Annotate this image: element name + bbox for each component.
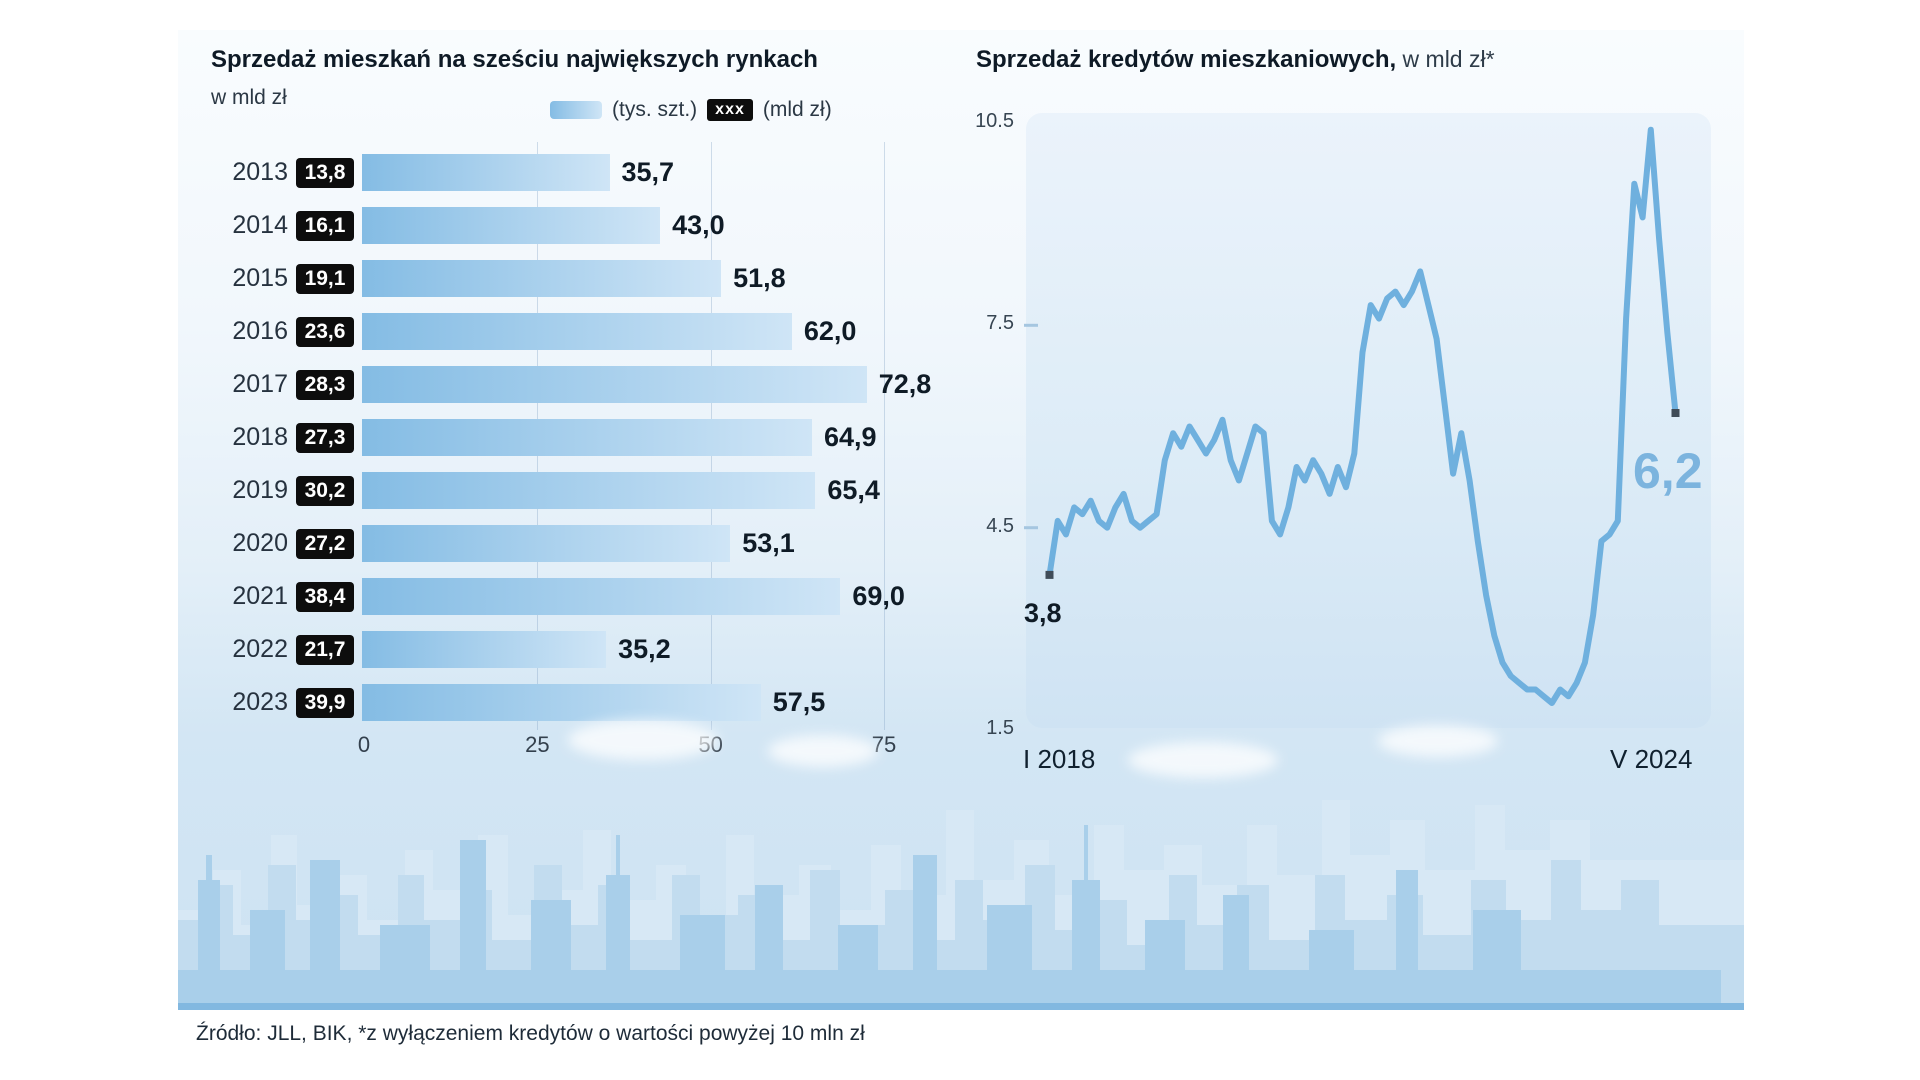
bar-value-tys: 35,7 <box>621 157 675 187</box>
bar-row: 2022 21,7 35,2 <box>216 631 931 668</box>
mortgage-line-chart <box>1024 126 1680 706</box>
line-chart-panel <box>1026 113 1711 728</box>
x-axis-start-label: I 2018 <box>1023 744 1096 774</box>
right-chart-title-unit: w mld zł* <box>1396 46 1495 72</box>
cloud <box>1378 725 1498 757</box>
right-chart-title-bold: Sprzedaż kredytów mieszkaniowych, <box>976 46 1397 73</box>
year-label: 2018 <box>232 423 288 451</box>
legend: (tys. szt.) xxx (mld zł) <box>550 98 832 122</box>
value-badge-mld: 27,3 <box>296 422 354 453</box>
bar-value-tys: 51,8 <box>733 263 786 293</box>
skyline-baseline <box>178 1003 1744 1010</box>
bar <box>362 684 761 721</box>
value-badge-mld: 28,3 <box>296 369 354 400</box>
bar-row: 2021 38,4 69,0 <box>216 578 931 615</box>
bar-row: 2015 19,1 51,8 <box>216 260 931 297</box>
city-skyline <box>178 800 1744 1010</box>
bar-row: 2016 23,6 62,0 <box>216 313 931 350</box>
y-tick-label: 7.5 <box>986 312 1014 335</box>
bar-row: 2023 39,9 57,5 <box>216 684 931 721</box>
x-tick-label: 25 <box>525 732 550 757</box>
line-end-marker <box>1671 409 1680 417</box>
value-badge-mld: 38,4 <box>296 581 354 612</box>
bar <box>362 366 867 403</box>
bar-row: 2019 30,2 65,4 <box>216 472 931 509</box>
value-badge-mld: 16,1 <box>296 210 354 241</box>
year-label: 2015 <box>232 264 288 292</box>
year-label: 2013 <box>232 158 288 186</box>
value-badge-mld: 30,2 <box>296 475 354 506</box>
end-value-label: 6,2 <box>1633 443 1703 499</box>
year-label: 2016 <box>232 317 288 345</box>
bar-value-tys: 69,0 <box>852 581 905 611</box>
bar-row: 2020 27,2 53,1 <box>216 525 931 562</box>
line-start-marker <box>1045 570 1054 579</box>
x-tick-label: 0 <box>357 732 371 757</box>
value-badge-mld: 39,9 <box>296 687 354 718</box>
start-value-label: 3,8 <box>1024 598 1062 628</box>
value-badge-mld: 21,7 <box>296 634 354 665</box>
value-badge-mld: 23,6 <box>296 316 354 347</box>
infographic: Sprzedaż mieszkań na sześciu największyc… <box>178 30 1744 1010</box>
bar <box>362 154 610 191</box>
bar-row: 2014 16,1 43,0 <box>216 207 931 244</box>
bar-value-tys: 57,5 <box>772 687 826 717</box>
cloud <box>1128 742 1278 778</box>
value-badge-mld: 19,1 <box>296 263 354 294</box>
bar-row: 2013 13,8 35,7 <box>216 154 931 191</box>
year-label: 2020 <box>232 529 288 557</box>
bar <box>362 207 661 244</box>
year-label: 2021 <box>232 582 288 610</box>
year-label: 2023 <box>232 688 288 716</box>
y-tick-label: 4.5 <box>986 514 1014 537</box>
legend-bar-unit: (tys. szt.) <box>612 98 698 121</box>
y-tick-label: 10.5 <box>975 110 1014 132</box>
bar-row: 2017 28,3 72,8 <box>216 366 931 403</box>
year-label: 2017 <box>232 370 288 398</box>
left-chart-title: Sprzedaż mieszkań na sześciu największyc… <box>211 46 818 73</box>
legend-badge-unit: (mld zł) <box>762 98 832 121</box>
year-label: 2014 <box>232 211 288 239</box>
value-badge-mld: 27,2 <box>296 528 354 559</box>
bar-rows: 2013 13,8 35,7 2014 16,1 43,0 2015 19,1 51,8 2016… <box>216 154 931 721</box>
gridline <box>884 142 885 730</box>
x-axis-end-label: V 2024 <box>1610 744 1693 774</box>
year-label: 2019 <box>232 476 288 504</box>
legend-bar-swatch <box>550 101 602 119</box>
left-chart-subtitle: w mld zł <box>211 86 287 109</box>
bar <box>362 419 812 456</box>
bar <box>362 525 731 562</box>
bar <box>362 313 792 350</box>
bar <box>362 578 841 615</box>
source-note: Źródło: JLL, BIK, *z wyłączeniem kredytó… <box>196 1022 865 1045</box>
right-chart-title: Sprzedaż kredytów mieszkaniowych, w mld … <box>976 46 1495 74</box>
year-label: 2022 <box>232 635 288 663</box>
legend-badge-swatch: xxx <box>707 99 753 121</box>
bar-value-tys: 72,8 <box>878 369 932 399</box>
bar-row: 2018 27,3 64,9 <box>216 419 931 456</box>
cloud <box>568 720 718 760</box>
y-tick-label: 1.5 <box>986 717 1014 739</box>
mortgage-line <box>1046 126 1679 706</box>
bar <box>362 472 816 509</box>
bar-value-tys: 43,0 <box>672 210 725 240</box>
bar-value-tys: 35,2 <box>618 634 671 664</box>
bar <box>362 260 722 297</box>
cloud <box>768 735 878 767</box>
value-badge-mld: 13,8 <box>296 157 354 188</box>
bar-value-tys: 65,4 <box>827 475 880 505</box>
bar-value-tys: 64,9 <box>824 422 877 452</box>
bar-value-tys: 53,1 <box>742 528 795 558</box>
bar <box>362 631 607 668</box>
bar-value-tys: 62,0 <box>803 316 857 346</box>
